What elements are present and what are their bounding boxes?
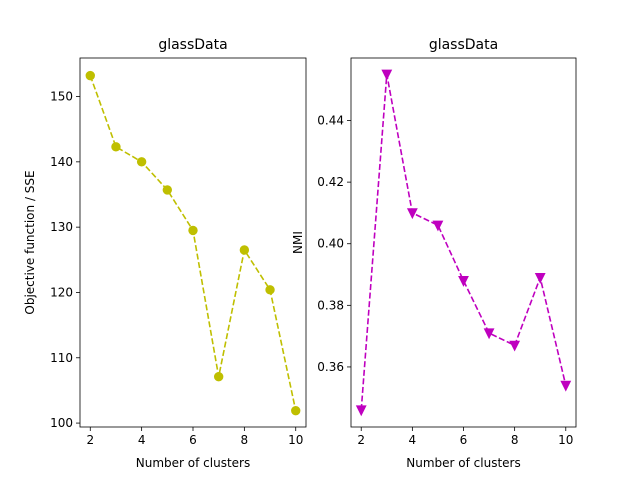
chart-2-y-tick-label-1: 0.38 xyxy=(317,298,344,312)
chart-2-point-6 xyxy=(509,340,521,352)
chart-1-axes-frame xyxy=(79,57,307,428)
chart-2-point-3 xyxy=(432,220,444,232)
chart-1-y-tick-label-1: 110 xyxy=(50,351,73,365)
chart-1-point-1 xyxy=(111,142,121,152)
chart-1-x-tick-label-0: 2 xyxy=(86,433,94,447)
chart-1-y-tick-label-3: 130 xyxy=(50,220,73,234)
chart-2-y-tick-label-2: 0.40 xyxy=(317,237,344,251)
chart-2-axes-frame xyxy=(350,57,577,428)
chart-2-x-axis-label: Number of clusters xyxy=(406,456,520,470)
chart-1-x-axis-label: Number of clusters xyxy=(136,456,250,470)
chart-1-point-5 xyxy=(213,372,224,382)
chart-1-point-2 xyxy=(136,157,147,167)
chart-2-point-0 xyxy=(355,405,367,417)
chart-2-x-tick-label-0: 2 xyxy=(357,433,365,447)
chart-1-y-tick-label-4: 140 xyxy=(50,155,73,169)
chart-2-point-4 xyxy=(458,276,469,287)
chart-1-y-axis-label: Objective function / SSE xyxy=(23,170,37,314)
chart-1-x-tick-label-1: 4 xyxy=(138,433,146,447)
chart-1-x-tick-label-2: 6 xyxy=(189,433,197,447)
chart-2-x-tick-label-2: 6 xyxy=(460,433,468,447)
chart-1-point-0 xyxy=(85,70,95,81)
chart-2-x-tick-label-4: 10 xyxy=(558,433,573,447)
chart-2-y-tick-label-0: 0.36 xyxy=(317,360,344,374)
chart-2-y-tick-label-3: 0.42 xyxy=(317,175,344,189)
chart-1-series-line-0 xyxy=(89,75,297,411)
chart-2-y-axis-label: NMI xyxy=(291,231,305,254)
chart-1-y-tick-label-2: 120 xyxy=(50,285,73,299)
chart-2-y-tick-label-4: 0.44 xyxy=(317,114,344,128)
chart-1-point-7 xyxy=(265,285,275,295)
chart-1-y-tick-label-5: 150 xyxy=(50,90,73,104)
chart-2: glassData 2 4 6 8 10 0.36 0.38 0.40 0.42 0.44 Numbe… xyxy=(291,37,577,470)
chart-2-point-7 xyxy=(534,272,546,284)
chart-2-point-5 xyxy=(483,328,495,340)
chart-1-y-tick-label-0: 100 xyxy=(50,416,73,430)
chart-1-point-3 xyxy=(162,185,173,195)
chart-1-title: glassData xyxy=(158,37,227,53)
chart-1: glassData 2 4 6 8 10 100 110 120 130 140 150 Number … xyxy=(23,37,307,470)
chart-1-point-6 xyxy=(239,245,250,255)
chart-2-x-tick-label-3: 8 xyxy=(511,433,519,447)
chart-1-x-tick-label-3: 8 xyxy=(241,433,249,447)
chart-1-point-8 xyxy=(291,405,301,416)
chart-2-point-8 xyxy=(560,380,572,392)
chart-1-x-tick-label-4: 10 xyxy=(288,433,303,447)
chart-1-point-4 xyxy=(188,225,198,236)
chart-2-point-2 xyxy=(406,208,418,220)
chart-2-point-1 xyxy=(381,69,393,81)
chart-2-x-tick-label-1: 4 xyxy=(409,433,417,447)
chart-2-title: glassData xyxy=(429,37,498,53)
chart-2-series-line-0 xyxy=(360,74,567,411)
